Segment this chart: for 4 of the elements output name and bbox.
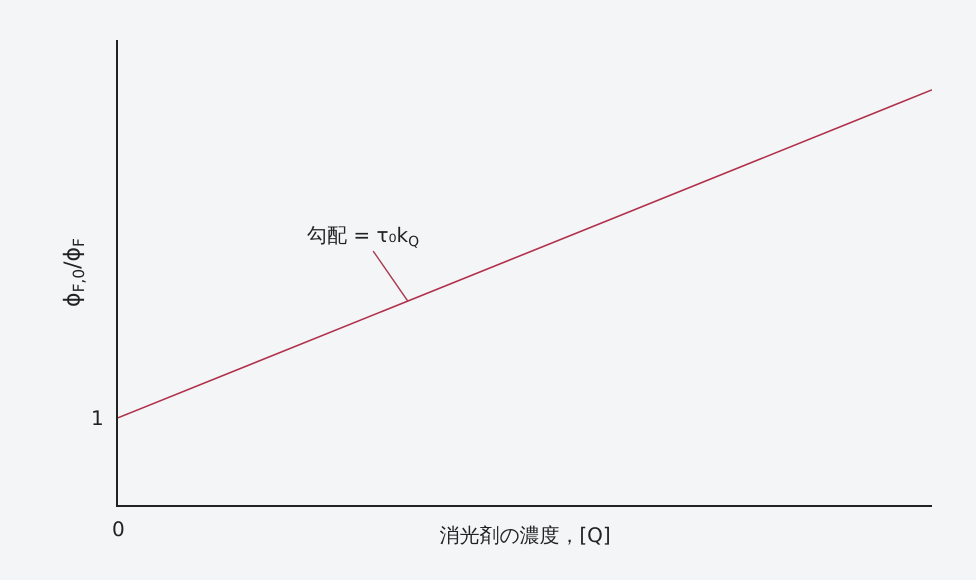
annotation: 1 — [91, 406, 104, 430]
annotation: 勾配 = τ₀k$_{Q}$ — [307, 223, 420, 250]
x-axis-title: 消光剤の濃度，[Q] — [439, 522, 611, 547]
text: 0 — [112, 517, 125, 541]
